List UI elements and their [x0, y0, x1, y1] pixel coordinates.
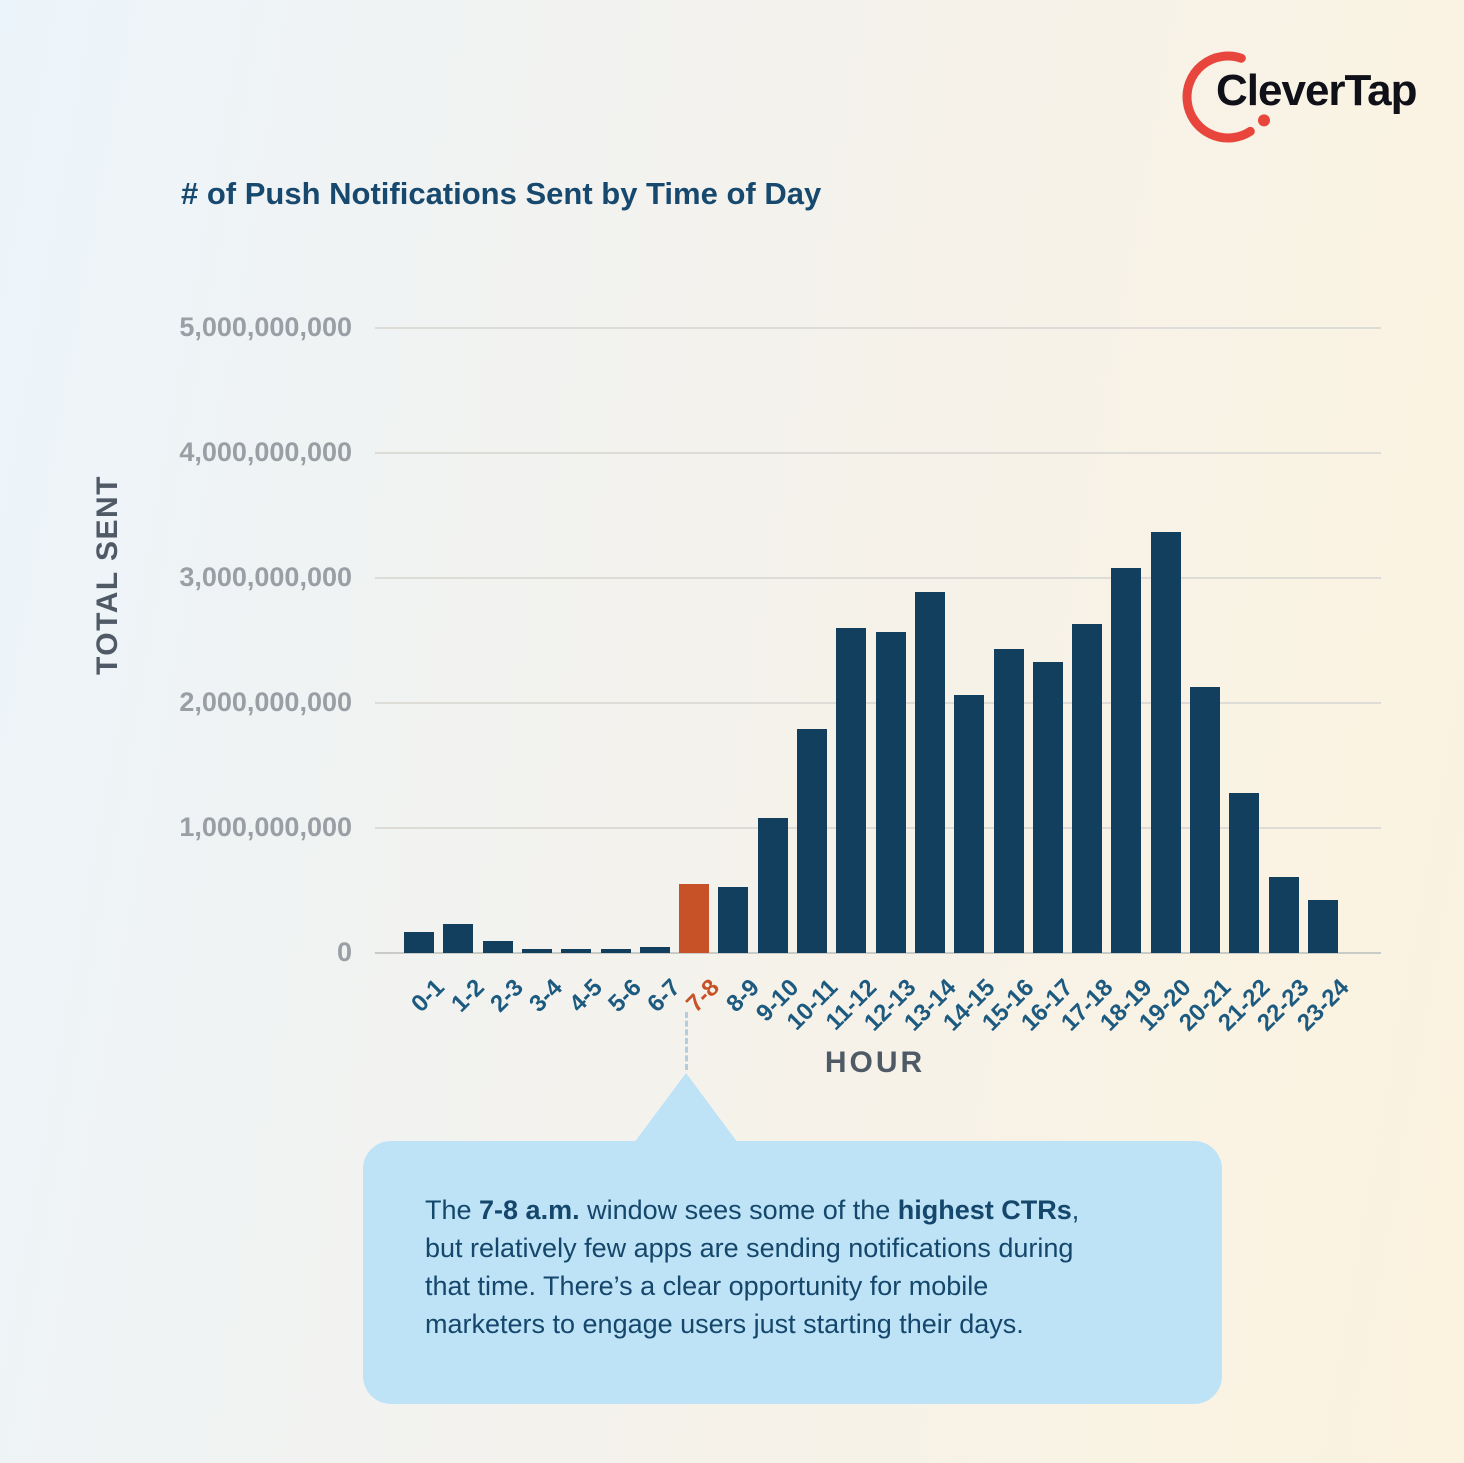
x-tick-label-1-2: 1-2: [445, 974, 490, 1018]
callout-bold-text: 7-8 a.m.: [479, 1195, 580, 1225]
bar-14-15: [954, 695, 985, 953]
callout-text-line: that time. There’s a clear opportunity f…: [425, 1267, 1192, 1305]
callout-dashed-connector: [685, 1012, 688, 1070]
bar-20-21: [1190, 687, 1220, 953]
y-tick-label: 2,000,000,000: [179, 687, 352, 717]
callout-text-line: marketers to engage users just starting …: [425, 1305, 1192, 1343]
callout-bold-text: highest CTRs: [897, 1195, 1072, 1225]
bar-3-4: [521, 949, 552, 953]
y-tick-label: 1,000,000,000: [179, 812, 352, 842]
callout-regular-text: The: [425, 1195, 480, 1225]
bar-5-6: [600, 949, 631, 953]
bar-7-8: [679, 884, 710, 953]
callout-regular-text: marketers to engage users just starting …: [425, 1309, 1024, 1339]
bar-4-5: [561, 949, 592, 953]
callout-pointer-triangle: [634, 1073, 738, 1143]
x-tick-label-4-5: 4-5: [563, 974, 608, 1018]
callout-regular-text: but relatively few apps are sending noti…: [425, 1233, 1074, 1263]
x-tick-label-6-7: 6-7: [642, 974, 686, 1018]
y-tick-label: 4,000,000,000: [179, 437, 352, 467]
x-tick-label-7-8: 7-8: [681, 974, 726, 1018]
callout-text-line: The 7-8 a.m. window sees some of the hig…: [425, 1191, 1192, 1229]
y-axis-title: TOTAL SENT: [91, 474, 124, 676]
callout-text-line: but relatively few apps are sending noti…: [425, 1229, 1192, 1267]
bar-11-12: [836, 628, 867, 953]
gridline-0: [375, 952, 1381, 954]
x-tick-label-5-6: 5-6: [602, 974, 647, 1018]
bar-22-23: [1268, 877, 1299, 953]
bar-12-13: [875, 632, 906, 953]
bar-18-19: [1111, 568, 1142, 953]
bar-21-22: [1229, 793, 1260, 953]
gridline-3,000,000,000: [375, 577, 1381, 579]
bar-10-11: [797, 729, 827, 953]
callout-regular-text: ,: [1071, 1195, 1080, 1225]
bar-0-1: [404, 932, 434, 953]
chart-title: # of Push Notifications Sent by Time of …: [181, 176, 822, 211]
clevertap-arc-icon: [1182, 51, 1270, 143]
y-tick-label: 3,000,000,000: [179, 562, 352, 592]
y-tick-label: 0: [336, 937, 352, 967]
bar-19-20: [1150, 532, 1181, 953]
bar-16-17: [1032, 662, 1063, 953]
x-axis-title: HOUR: [824, 1046, 926, 1079]
x-tick-label-2-3: 2-3: [485, 974, 529, 1018]
callout-text: The 7-8 a.m. window sees some of the hig…: [425, 1191, 1192, 1343]
bar-1-2: [443, 924, 474, 953]
clevertap-logo-text: CleverTap: [1216, 66, 1417, 115]
gridline-5,000,000,000: [375, 327, 1381, 329]
gridline-4,000,000,000: [375, 452, 1381, 454]
bar-6-7: [639, 947, 670, 953]
bar-8-9: [718, 887, 749, 953]
bar-2-3: [482, 941, 513, 953]
clevertap-logo: CleverTap: [1180, 42, 1430, 162]
bar-13-14: [914, 592, 945, 953]
callout-regular-text: that time. There’s a clear opportunity f…: [425, 1271, 989, 1301]
callout-bubble: The 7-8 a.m. window sees some of the hig…: [363, 1141, 1222, 1404]
bar-9-10: [757, 818, 788, 953]
bar-15-16: [993, 649, 1024, 953]
callout-regular-text: window sees some of the: [579, 1195, 898, 1225]
x-tick-label-3-4: 3-4: [524, 974, 568, 1018]
x-tick-label-0-1: 0-1: [406, 974, 451, 1018]
bar-17-18: [1072, 624, 1103, 953]
bar-23-24: [1307, 900, 1338, 953]
y-tick-label: 5,000,000,000: [179, 312, 352, 342]
